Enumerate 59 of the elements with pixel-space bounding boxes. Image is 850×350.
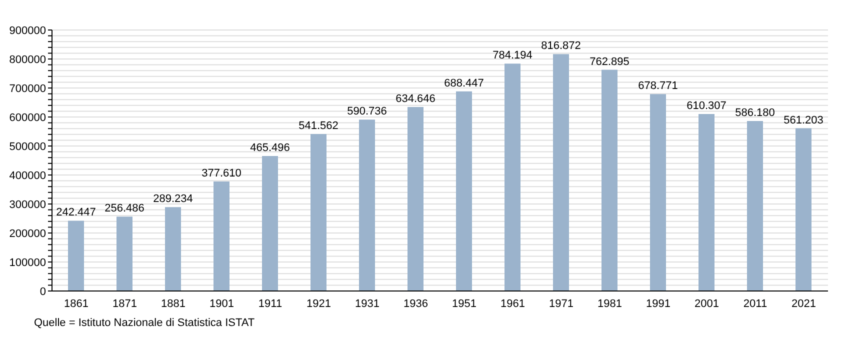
data-label: 377.610	[202, 167, 242, 180]
data-label: 816.872	[541, 40, 581, 52]
data-label: 465.496	[250, 142, 290, 154]
x-tick-label: 1931	[355, 298, 380, 310]
x-tick-label: 1881	[161, 298, 186, 310]
bar	[456, 91, 472, 291]
bar	[553, 54, 570, 291]
data-label: 289.234	[153, 193, 193, 206]
y-tick-label: 0	[40, 286, 46, 298]
data-label: 256.486	[104, 202, 144, 215]
y-tick-label: 100000	[9, 256, 46, 269]
data-label: 634.646	[396, 92, 436, 105]
data-label: 688.447	[444, 77, 484, 90]
y-tick-label: 400000	[9, 170, 46, 182]
x-tick-label: 1991	[646, 298, 670, 310]
y-tick-label: 900000	[9, 24, 46, 37]
bar	[116, 216, 133, 291]
bar	[214, 181, 230, 291]
bar	[68, 220, 84, 291]
x-tick-label: 2001	[694, 298, 719, 310]
x-tick-label: 1961	[500, 298, 525, 310]
data-label: 586.180	[735, 107, 775, 120]
data-label: 678.771	[638, 80, 678, 92]
x-tick-label: 2011	[743, 298, 768, 310]
y-tick-label: 600000	[9, 112, 46, 124]
y-tick-label: 800000	[9, 54, 46, 66]
x-tick-label: 1901	[210, 298, 234, 310]
x-tick-label: 1936	[404, 298, 428, 310]
x-tick-label: 1871	[112, 298, 137, 310]
x-tick-label: 1861	[64, 298, 88, 310]
x-tick-label: 1971	[549, 298, 574, 310]
bar	[504, 64, 521, 291]
source-note: Quelle = Istituto Nazionale di Statistica ISTAT	[34, 317, 256, 329]
bar	[408, 106, 424, 291]
bar	[796, 128, 812, 291]
bar	[262, 156, 278, 291]
data-label: 762.895	[590, 56, 630, 68]
data-label: 610.307	[686, 100, 726, 112]
bar	[310, 134, 327, 291]
bar	[359, 120, 376, 291]
data-label: 541.562	[298, 120, 338, 132]
x-tick-label: 2021	[792, 298, 816, 310]
bar	[698, 114, 715, 291]
x-tick-label: 1911	[258, 298, 282, 310]
data-label: 590.736	[347, 106, 387, 118]
data-label: 561.203	[784, 114, 824, 126]
bar	[602, 70, 618, 291]
y-tick-label: 300000	[9, 198, 46, 211]
data-label: 784.194	[492, 50, 532, 62]
bar	[650, 94, 666, 291]
y-tick-label: 200000	[9, 228, 46, 240]
y-tick-label: 700000	[9, 82, 46, 95]
x-tick-label: 1951	[452, 298, 476, 310]
x-tick-label: 1921	[306, 298, 331, 310]
data-label: 242.447	[56, 206, 96, 219]
bar	[165, 207, 182, 291]
bar	[747, 121, 764, 291]
x-tick-label: 1981	[598, 298, 622, 310]
y-tick-label: 500000	[9, 140, 46, 153]
